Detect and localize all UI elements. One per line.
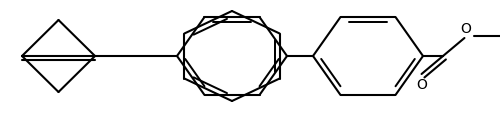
Text: O: O bbox=[416, 77, 427, 91]
Text: O: O bbox=[460, 22, 471, 36]
